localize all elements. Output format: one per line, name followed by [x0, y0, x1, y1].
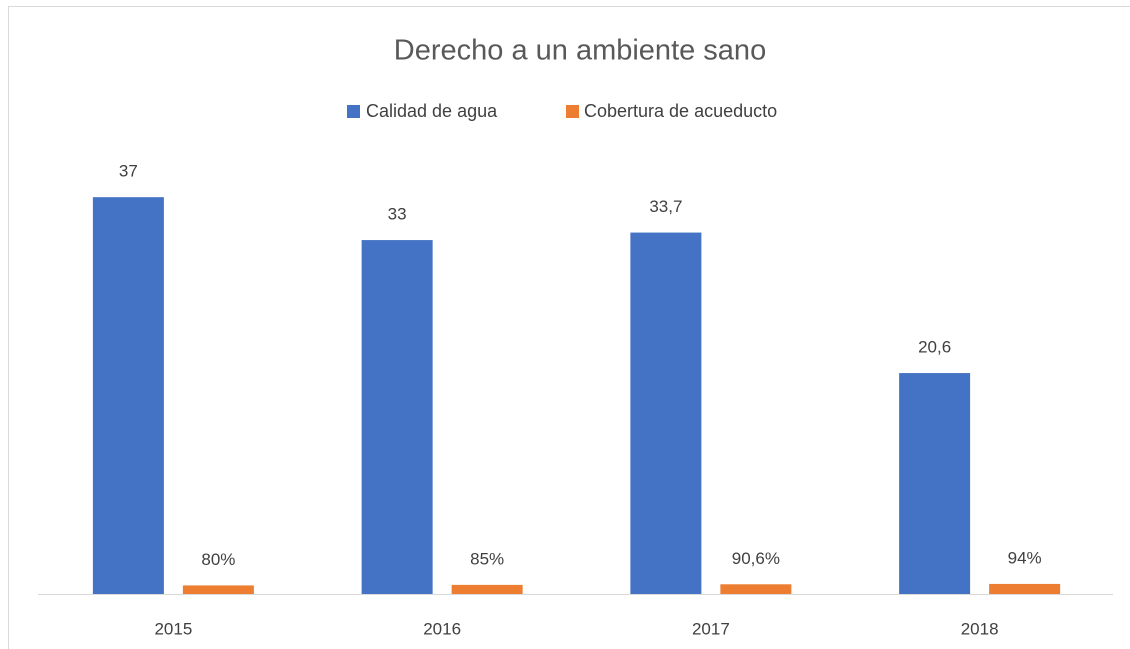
bar: [182, 585, 254, 594]
bar: [451, 584, 523, 594]
chart-title: Derecho a un ambiente sano: [394, 35, 766, 67]
x-tick-label: 2015: [154, 619, 192, 638]
bar: [989, 583, 1061, 594]
data-label: 80%: [201, 550, 235, 569]
x-tick-label: 2017: [692, 619, 730, 638]
x-tick-label: 2018: [961, 619, 999, 638]
chart-border: [8, 6, 1130, 649]
bar: [361, 240, 433, 594]
legend-label: Cobertura de acueducto: [584, 101, 777, 121]
legend-label: Calidad de agua: [366, 101, 498, 121]
data-label: 33: [388, 205, 407, 224]
data-label: 94%: [1008, 548, 1042, 567]
data-label: 20,6: [918, 338, 951, 357]
data-label: 90,6%: [732, 549, 780, 568]
data-label: 85%: [470, 549, 504, 568]
legend-swatch: [347, 105, 360, 118]
bar: [630, 232, 702, 594]
bar: [899, 373, 971, 594]
x-tick-label: 2016: [423, 619, 461, 638]
bar: [720, 584, 792, 594]
bar: [92, 197, 164, 595]
data-label: 33,7: [649, 197, 682, 216]
data-label: 37: [119, 162, 138, 181]
legend-swatch: [566, 105, 579, 118]
